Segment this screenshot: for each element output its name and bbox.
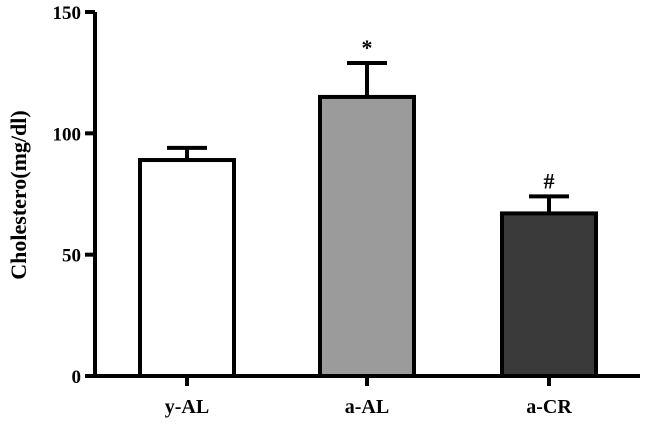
annotation-a-CR: #: [544, 168, 555, 193]
bars: [138, 60, 598, 379]
y-tick-label-50: 50: [62, 246, 81, 267]
bar-a-CR: [500, 211, 598, 378]
bar-a-AL: [318, 94, 416, 379]
x-tick-label-a-CR: a-CR: [526, 396, 572, 418]
y-tick-label-0: 0: [72, 367, 82, 388]
x-tick-label-y-AL: y-AL: [165, 396, 209, 418]
y-tick-label-150: 150: [53, 3, 82, 24]
y-axis-title: Cholestero(mg/dl): [6, 110, 31, 279]
x-tick-label-a-AL: a-AL: [345, 396, 389, 418]
bar-y-AL: [138, 158, 236, 378]
labels: 0 50 100 150 y-AL a-AL * a-CR #: [53, 3, 573, 418]
y-tick-label-100: 100: [53, 124, 82, 145]
annotation-a-AL: *: [362, 35, 373, 60]
